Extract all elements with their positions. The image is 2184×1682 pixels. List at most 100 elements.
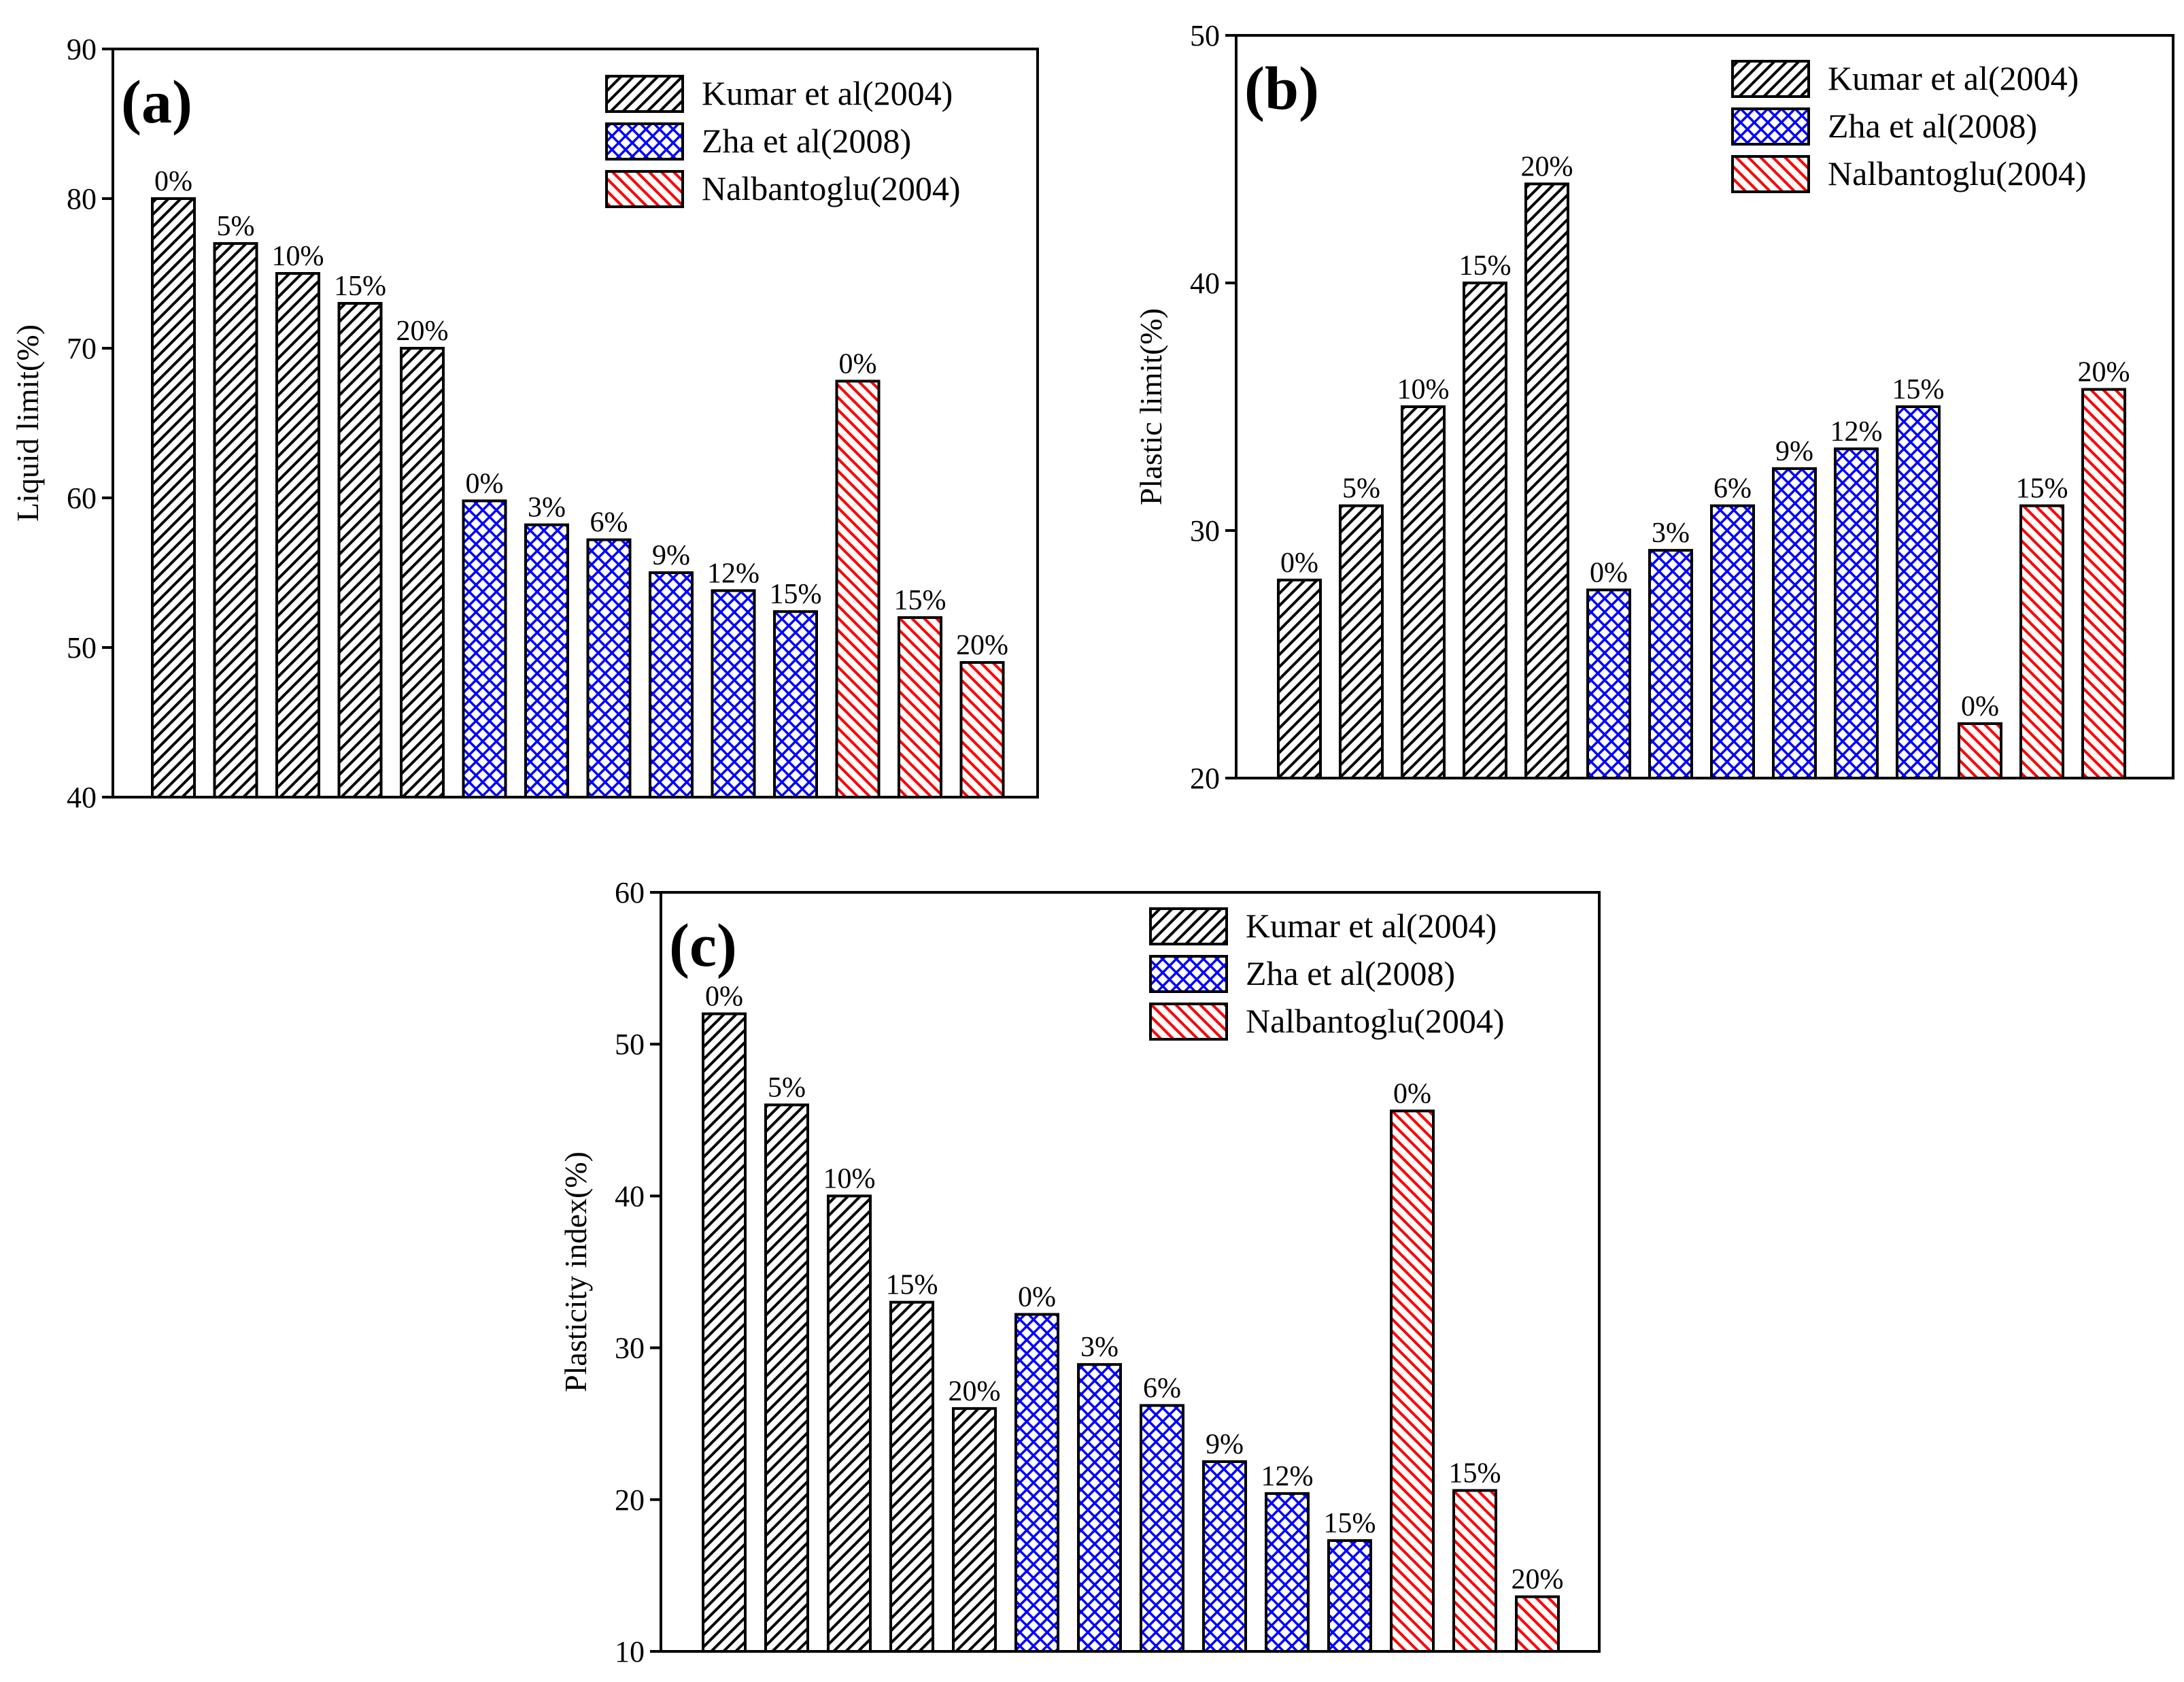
panel-b: Plastic limit(%) 20 30 40 50 0% 5% 10% 15% 20% 0… xyxy=(1133,19,2174,795)
bar-zha xyxy=(1327,1539,1372,1653)
bar-data-label: 15% xyxy=(1449,1458,1501,1489)
bar-data-label: 9% xyxy=(1775,436,1813,467)
bar-data-label: 6% xyxy=(590,507,628,539)
bar-data-label: 12% xyxy=(1830,416,1883,448)
y-axis-label: Plastic limit(%) xyxy=(1133,308,1168,505)
bar-data-label: 10% xyxy=(272,241,324,272)
bar-nalb xyxy=(959,661,1005,798)
bar-data-label: 0% xyxy=(1393,1078,1431,1109)
bar-data-label: 10% xyxy=(823,1163,876,1194)
y-tick-label: 70 xyxy=(67,332,97,365)
bar-data-label: 0% xyxy=(1961,691,1999,722)
plot-frame xyxy=(112,48,1039,798)
y-tick-label: 50 xyxy=(67,631,97,665)
bar-zha xyxy=(1772,467,1817,779)
bar-data-label: 10% xyxy=(1397,374,1450,405)
panel-label: (c) xyxy=(669,912,737,979)
bar-zha xyxy=(773,610,818,798)
bar-kumar xyxy=(827,1194,872,1653)
legend-label-zha: Zha et al(2008) xyxy=(1246,954,1455,992)
bar-kumar xyxy=(1277,578,1322,779)
bar-kumar xyxy=(952,1407,997,1653)
bar-data-label: 15% xyxy=(770,579,822,610)
bar-data-label: 5% xyxy=(217,211,255,242)
bar-zha xyxy=(1202,1460,1247,1653)
bar-kumar xyxy=(702,1012,747,1653)
y-tick-label: 20 xyxy=(1190,762,1220,795)
bar-data-label: 3% xyxy=(1080,1332,1119,1363)
legend: Kumar et al(2004) Zha et al(2008) Nalbanto… xyxy=(1149,907,1504,1041)
panel-c: Plasticity index(%) 10 20 30 40 50 60 0% 5% 10%… xyxy=(558,876,1601,1668)
legend-swatch-nalb xyxy=(605,170,684,208)
bar-data-label: 20% xyxy=(2078,357,2130,388)
bar-data-label: 15% xyxy=(1892,374,1945,405)
bar-data-label: 5% xyxy=(1342,473,1380,505)
legend-swatch-kumar xyxy=(1731,60,1810,98)
bar-kumar xyxy=(1524,182,1569,779)
legend-label-zha: Zha et al(2008) xyxy=(702,122,911,160)
legend-swatch-zha xyxy=(1149,955,1228,993)
y-tick-label: 30 xyxy=(615,1332,645,1365)
bar-data-label: 12% xyxy=(707,558,760,589)
y-axis-label: Plasticity index(%) xyxy=(558,1151,593,1392)
legend-label-zha: Zha et al(2008) xyxy=(1828,107,2037,145)
y-tick-label: 10 xyxy=(615,1635,645,1668)
bar-nalb xyxy=(2019,504,2064,779)
y-tick-label: 40 xyxy=(1190,267,1220,300)
bar-kumar xyxy=(400,347,445,798)
y-tick-label: 20 xyxy=(615,1483,645,1517)
legend-label-kumar: Kumar et al(2004) xyxy=(702,74,953,112)
bar-zha xyxy=(649,571,694,798)
plot-frame xyxy=(1235,34,2174,779)
bar-data-label: 5% xyxy=(768,1072,806,1103)
bar-nalb xyxy=(1515,1595,1560,1653)
bar-kumar xyxy=(1401,405,1446,779)
bar-kumar xyxy=(889,1300,934,1653)
legend-swatch-nalb xyxy=(1149,1003,1228,1041)
bar-data-label: 20% xyxy=(1521,151,1573,182)
bar-data-label: 3% xyxy=(528,492,566,524)
y-tick-label: 80 xyxy=(67,182,97,216)
bar-zha xyxy=(1834,447,1879,779)
y-tick-label: 90 xyxy=(67,33,97,66)
bar-data-label: 9% xyxy=(652,540,690,571)
bar-data-label: 0% xyxy=(1280,548,1318,579)
legend: Kumar et al(2004) Zha et al(2008) Nalbanto… xyxy=(605,74,960,208)
bar-data-label: 0% xyxy=(154,166,192,197)
bar-zha xyxy=(1265,1492,1310,1653)
legend-label-nalb: Nalbantoglu(2004) xyxy=(1246,1002,1504,1040)
bar-data-label: 0% xyxy=(1590,557,1628,588)
y-axis-label: Liquid limit(%) xyxy=(10,324,45,522)
legend-swatch-zha xyxy=(605,122,684,161)
bar-zha xyxy=(1648,549,1693,779)
bar-kumar xyxy=(213,242,258,798)
bar-zha xyxy=(462,499,507,799)
bar-data-label: 15% xyxy=(894,585,946,616)
bar-nalb xyxy=(835,380,881,798)
bar-zha xyxy=(586,538,632,798)
bar-zha xyxy=(711,589,756,799)
bar-data-label: 15% xyxy=(1459,250,1512,282)
bar-kumar xyxy=(1463,282,1507,779)
bar-zha xyxy=(524,523,569,798)
bar-nalb xyxy=(1958,722,2002,780)
bar-data-label: 15% xyxy=(1324,1508,1376,1539)
bar-data-label: 9% xyxy=(1206,1429,1244,1460)
bar-nalb xyxy=(1390,1109,1435,1653)
bar-zha xyxy=(1077,1363,1122,1653)
legend-swatch-zha xyxy=(1731,107,1810,146)
y-tick-label: 60 xyxy=(615,876,645,909)
bar-data-label: 12% xyxy=(1261,1461,1314,1492)
legend-swatch-nalb xyxy=(1731,155,1810,193)
panel-label: (b) xyxy=(1244,55,1319,122)
bar-zha xyxy=(1014,1313,1059,1653)
y-tick-label: 50 xyxy=(615,1028,645,1061)
y-tick-label: 60 xyxy=(67,482,97,515)
bar-kumar xyxy=(337,302,383,798)
bar-data-label: 20% xyxy=(956,630,1008,661)
bar-data-label: 6% xyxy=(1713,473,1752,505)
bar-zha xyxy=(1140,1404,1184,1653)
legend-swatch-kumar xyxy=(1149,907,1228,945)
bar-kumar xyxy=(275,272,320,798)
